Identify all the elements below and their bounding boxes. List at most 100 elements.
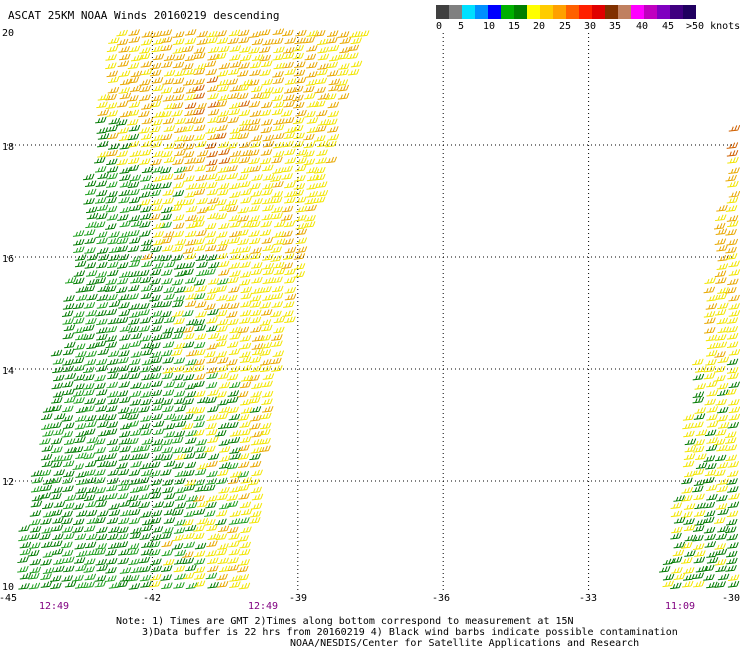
wind-barb [41,526,54,534]
wind-barb [40,484,53,492]
wind-barb [193,495,205,502]
wind-barb [261,188,273,196]
wind-barb [272,350,285,358]
wind-barb [174,477,186,485]
scale-label: 15 [508,21,521,32]
wind-barb [194,164,207,172]
wind-barb [163,517,176,524]
wind-barb [260,309,273,316]
longitude-label: -45 [0,593,17,604]
wind-barb [119,567,132,574]
wind-barb [194,324,206,332]
wind-barb [217,357,229,364]
wind-barb [119,53,131,61]
wind-barb [130,429,142,437]
wind-barb [129,358,141,366]
wind-barb [206,30,218,38]
wind-barb [137,477,150,484]
wind-barb [118,70,131,77]
wind-barb [141,117,154,125]
wind-barb [282,52,295,60]
wind-barb [139,158,151,165]
wind-barb [216,294,228,302]
wind-barb [185,214,197,222]
wind-barb [163,431,176,438]
wind-barb [75,415,87,422]
wind-barb [714,558,727,566]
wind-barb [248,157,260,165]
wind-barb [215,309,228,317]
wind-barb [292,52,304,60]
wind-barb [150,310,163,318]
wind-barb [196,396,209,404]
wind-barb [172,508,184,516]
wind-barb [272,70,284,78]
wind-barb [704,317,716,325]
wind-barb [692,525,705,532]
wind-barb [239,351,251,358]
wind-barb [94,548,107,556]
wind-barb [248,124,260,132]
wind-barb [108,143,120,150]
wind-barb [714,351,726,358]
wind-barb [315,77,328,85]
wind-barb [106,533,119,541]
wind-barb [238,548,251,556]
wind-barb [193,156,206,164]
wind-barb [251,382,263,390]
wind-barb [207,133,219,141]
wind-barb [149,278,161,285]
wind-barb [270,246,282,254]
wind-barb [17,565,29,573]
wind-barb [317,93,330,100]
wind-barb [181,422,194,430]
scale-swatch [644,5,657,19]
wind-barb [693,479,706,486]
wind-barb [97,420,109,428]
wind-barb [272,77,285,85]
wind-barb [282,61,294,69]
wind-barb [29,566,42,574]
wind-barb [182,519,194,526]
wind-barb [140,183,153,190]
wind-barb [303,85,315,93]
wind-barb [162,479,174,486]
wind-barb [184,461,197,469]
wind-barb [216,580,229,588]
wind-barb [151,204,164,212]
wind-barb [239,342,252,350]
wind-barb [306,30,318,37]
wind-barb [95,542,107,550]
wind-barb [682,567,695,574]
wind-barb [227,406,239,414]
wind-barb [148,541,161,548]
wind-barb [216,231,228,238]
wind-barb [61,415,74,422]
wind-barb [193,52,206,60]
wind-barb [217,182,230,190]
wind-barb [684,470,696,478]
wind-barb [173,86,185,94]
wind-barb [41,445,54,452]
wind-barb [94,454,107,462]
wind-barb [306,71,318,78]
wind-barb [129,453,141,461]
wind-barb [182,125,194,132]
wind-barb [61,517,73,525]
wind-barb [116,158,129,166]
wind-barb [259,46,271,53]
wind-barb [725,550,738,558]
wind-barb [226,358,238,366]
wind-barb [194,445,206,453]
wind-barb [259,92,271,100]
wind-barb [105,196,117,204]
wind-barb [172,310,184,318]
wind-barb [283,86,296,94]
wind-barb [128,188,140,196]
wind-barb [215,340,227,348]
wind-barb [684,438,697,446]
wind-barb [193,220,205,228]
wind-barb [259,437,271,445]
wind-barb [173,38,185,45]
wind-barb [273,118,285,126]
